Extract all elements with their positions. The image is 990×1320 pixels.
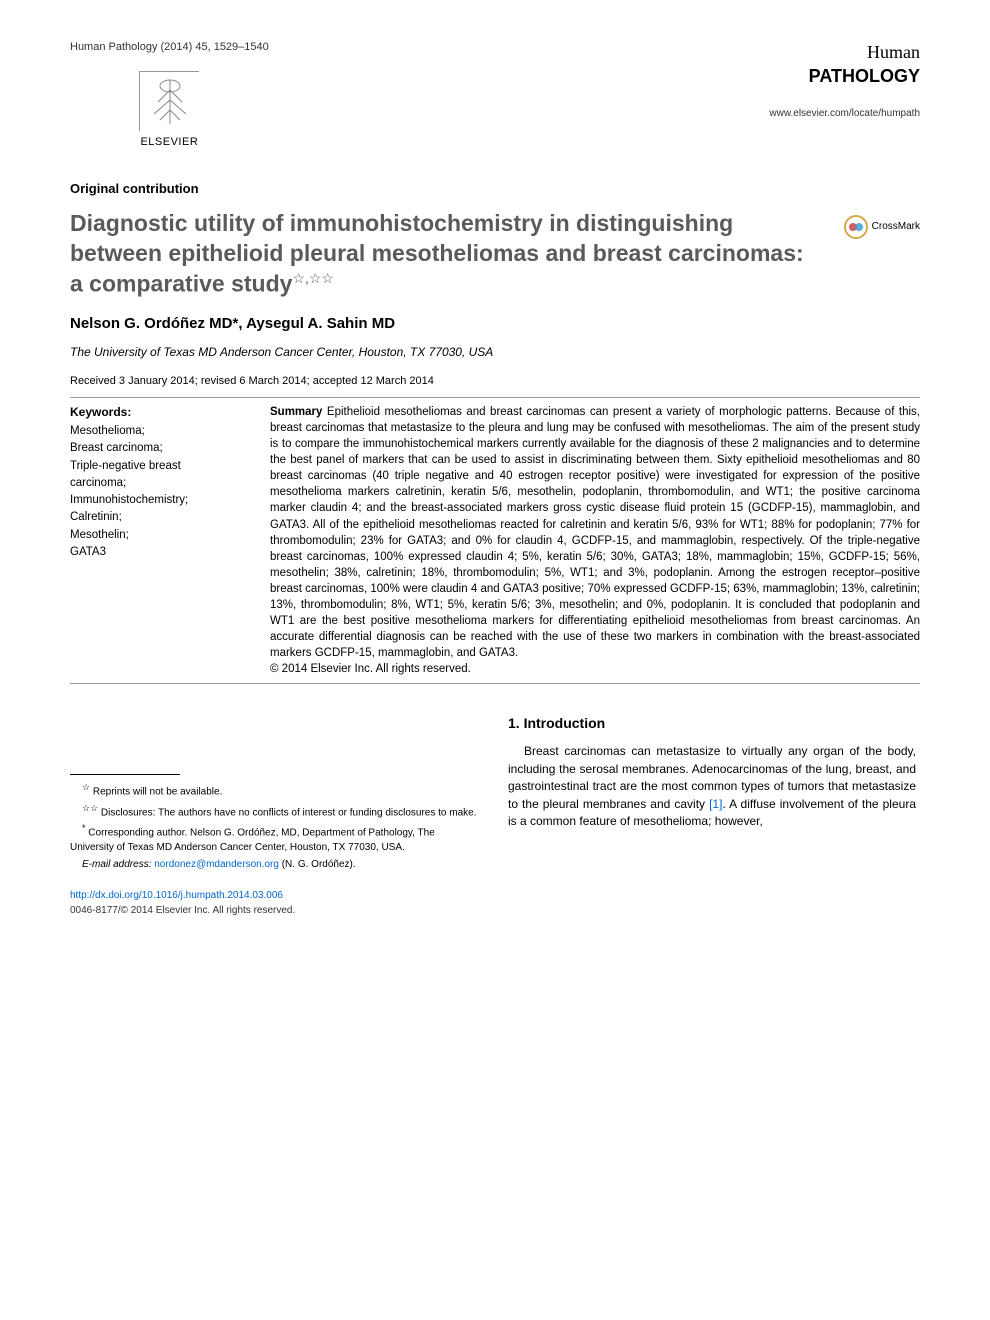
summary-text: Epithelioid mesotheliomas and breast car… (270, 406, 920, 659)
footnote-2: ☆☆ Disclosures: The authors have no conf… (70, 802, 478, 820)
footnote-1: ☆ Reprints will not be available. (70, 781, 478, 799)
email-link[interactable]: nordonez@mdanderson.org (154, 859, 279, 870)
footnotes-divider (70, 774, 180, 775)
elsevier-tree-icon (139, 71, 199, 131)
affiliation: The University of Texas MD Anderson Canc… (70, 344, 920, 360)
page-header: Human Pathology (2014) 45, 1529–1540 ELS… (70, 40, 920, 150)
crossmark-icon (844, 215, 868, 239)
footnote-3-text: Corresponding author. Nelson G. Ordóñez,… (70, 827, 435, 853)
introduction-column: 1. Introduction Breast carcinomas can me… (508, 714, 916, 918)
header-right: Human PATHOLOGY www.elsevier.com/locate/… (769, 40, 920, 120)
divider-bottom (70, 683, 920, 684)
intro-ref-link[interactable]: [1] (709, 797, 722, 811)
publisher-name: ELSEVIER (140, 135, 198, 150)
keywords-heading: Keywords: (70, 404, 250, 420)
keywords-box: Keywords: Mesothelioma; Breast carcinoma… (70, 404, 250, 678)
authors: Nelson G. Ordóñez MD*, Aysegul A. Sahin … (70, 314, 920, 334)
journal-url[interactable]: www.elsevier.com/locate/humpath (769, 107, 920, 121)
summary-label: Summary (270, 406, 322, 418)
email-label: E-mail address: (82, 859, 154, 870)
keywords-list: Mesothelioma; Breast carcinoma; Triple-n… (70, 423, 250, 561)
intro-paragraph: Breast carcinomas can metastasize to vir… (508, 743, 916, 830)
footnote-1-text: Reprints will not be available. (90, 787, 222, 798)
article-dates: Received 3 January 2014; revised 6 March… (70, 374, 920, 389)
lower-columns: ☆ Reprints will not be available. ☆☆ Dis… (70, 714, 920, 918)
footnotes-column: ☆ Reprints will not be available. ☆☆ Dis… (70, 714, 478, 918)
journal-name-line1: Human (769, 40, 920, 64)
footnote-2-star: ☆☆ (82, 803, 98, 813)
article-title: Diagnostic utility of immunohistochemist… (70, 209, 844, 299)
header-left: Human Pathology (2014) 45, 1529–1540 ELS… (70, 40, 269, 150)
summary-box: Summary Epithelioid mesotheliomas and br… (270, 404, 920, 678)
footnote-2-text: Disclosures: The authors have no conflic… (98, 807, 476, 818)
title-footnote-stars: ☆,☆☆ (292, 270, 334, 286)
summary-copyright: © 2014 Elsevier Inc. All rights reserved… (270, 661, 920, 677)
divider-top (70, 397, 920, 398)
title-text: Diagnostic utility of immunohistochemist… (70, 210, 804, 296)
email-suffix: (N. G. Ordóñez). (279, 859, 356, 870)
abstract-section: Keywords: Mesothelioma; Breast carcinoma… (70, 404, 920, 678)
footnote-1-star: ☆ (82, 782, 90, 792)
article-type-label: Original contribution (70, 180, 920, 198)
journal-name-line2: PATHOLOGY (769, 64, 920, 88)
intro-heading: 1. Introduction (508, 714, 916, 733)
doi-link[interactable]: http://dx.doi.org/10.1016/j.humpath.2014… (70, 888, 478, 903)
footer-copyright: 0046-8177/© 2014 Elsevier Inc. All right… (70, 903, 478, 918)
crossmark-label: CrossMark (872, 220, 920, 234)
title-row: Diagnostic utility of immunohistochemist… (70, 209, 920, 299)
crossmark-badge[interactable]: CrossMark (844, 215, 920, 239)
publisher-logo: ELSEVIER (70, 71, 269, 150)
citation-text: Human Pathology (2014) 45, 1529–1540 (70, 40, 269, 55)
footnote-email: E-mail address: nordonez@mdanderson.org … (70, 857, 478, 872)
footnote-3: * Corresponding author. Nelson G. Ordóñe… (70, 822, 478, 855)
